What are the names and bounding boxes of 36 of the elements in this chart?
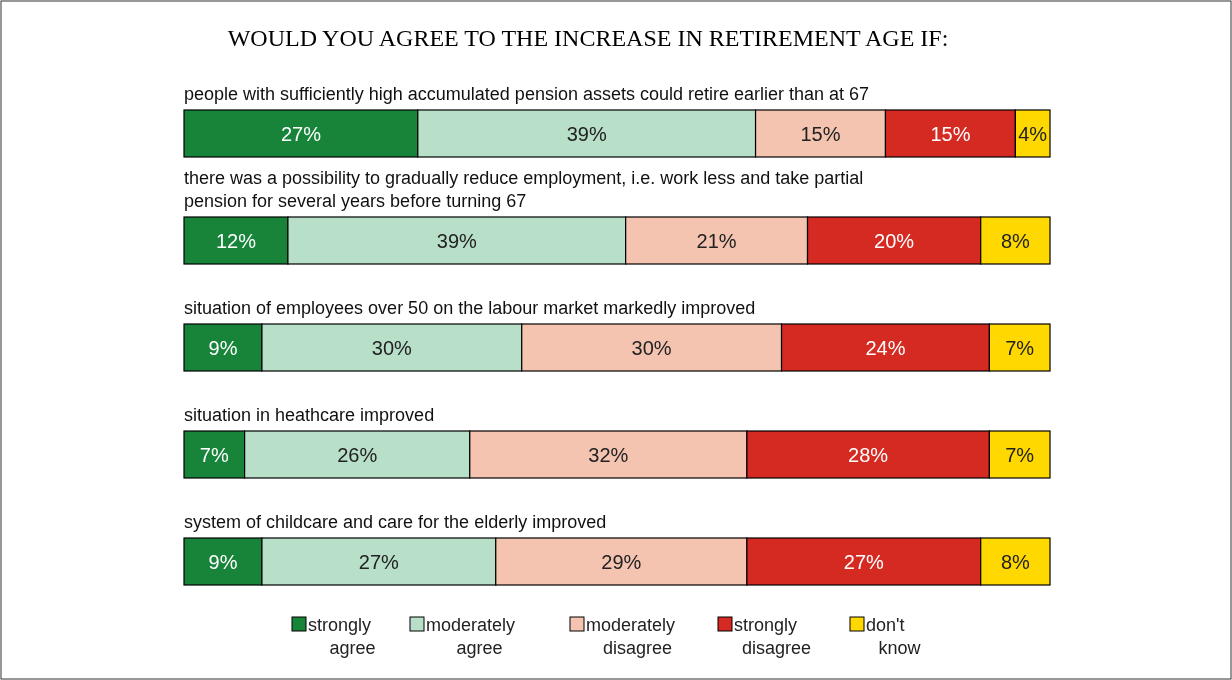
data-label: 28%	[848, 443, 889, 466]
data-label: 8%	[1000, 229, 1031, 252]
y-tick-label: system of childcare and care for the elderly improved	[184, 512, 607, 532]
y-tick-label: there was a possibility to gradually reduce employment, i.e. work less and take partial pension for several years before turning 67	[184, 168, 864, 211]
data-label: 7%	[199, 443, 229, 466]
data-label: 30%	[371, 336, 413, 359]
data-label: 21%	[696, 229, 737, 252]
data-label: 12%	[215, 229, 257, 252]
chart-title: WOULD YOU AGREE TO THE INCREASE IN RETIREMENT AGE IF:	[227, 25, 949, 51]
data-label: 30%	[631, 336, 672, 359]
legend-label: moderately disagree	[586, 615, 676, 658]
data-label: 15%	[930, 122, 971, 145]
legend-label: strongly disagree	[734, 615, 812, 658]
data-label: 27%	[843, 550, 885, 573]
data-label: 24%	[865, 336, 906, 359]
data-label: 26%	[337, 443, 378, 466]
data-label: 29%	[601, 550, 642, 573]
legend-label: moderately agree	[426, 615, 516, 658]
data-label: 20%	[874, 229, 915, 252]
data-label: 39%	[436, 229, 478, 252]
data-label: 9%	[208, 336, 238, 359]
data-label: 27%	[280, 122, 322, 145]
y-tick-label: situation of employees over 50 on the labour market markedly improved	[184, 298, 756, 318]
data-label: 8%	[1000, 550, 1031, 573]
data-label: 7%	[1005, 336, 1035, 359]
legend-label: strongly agree	[308, 615, 376, 658]
data-label: 7%	[1005, 443, 1035, 466]
y-tick-label: situation in heathcare improved	[184, 405, 435, 425]
data-label: 4%	[1018, 122, 1048, 145]
legend-label: don't know	[866, 615, 922, 658]
data-label: 15%	[800, 122, 841, 145]
data-label: 9%	[208, 550, 238, 573]
data-label: 27%	[358, 550, 400, 573]
y-tick-label: people with sufficiently high accumulated pension assets could retire earlier than at 67	[184, 84, 870, 104]
data-label: 32%	[588, 443, 629, 466]
data-label: 39%	[566, 122, 607, 145]
